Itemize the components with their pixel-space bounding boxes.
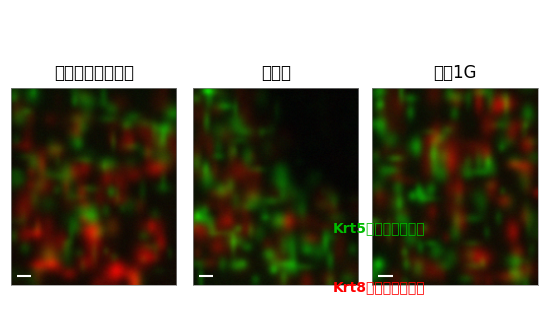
Text: Krt8：皮質上皮細胞: Krt8：皮質上皮細胞 — [333, 281, 426, 294]
Text: 地上コントロール: 地上コントロール — [54, 64, 134, 82]
Text: 無重力: 無重力 — [261, 64, 291, 82]
Text: Krt5：髄質上皮細胞: Krt5：髄質上皮細胞 — [333, 222, 426, 236]
Text: 人工1G: 人工1G — [433, 64, 477, 82]
